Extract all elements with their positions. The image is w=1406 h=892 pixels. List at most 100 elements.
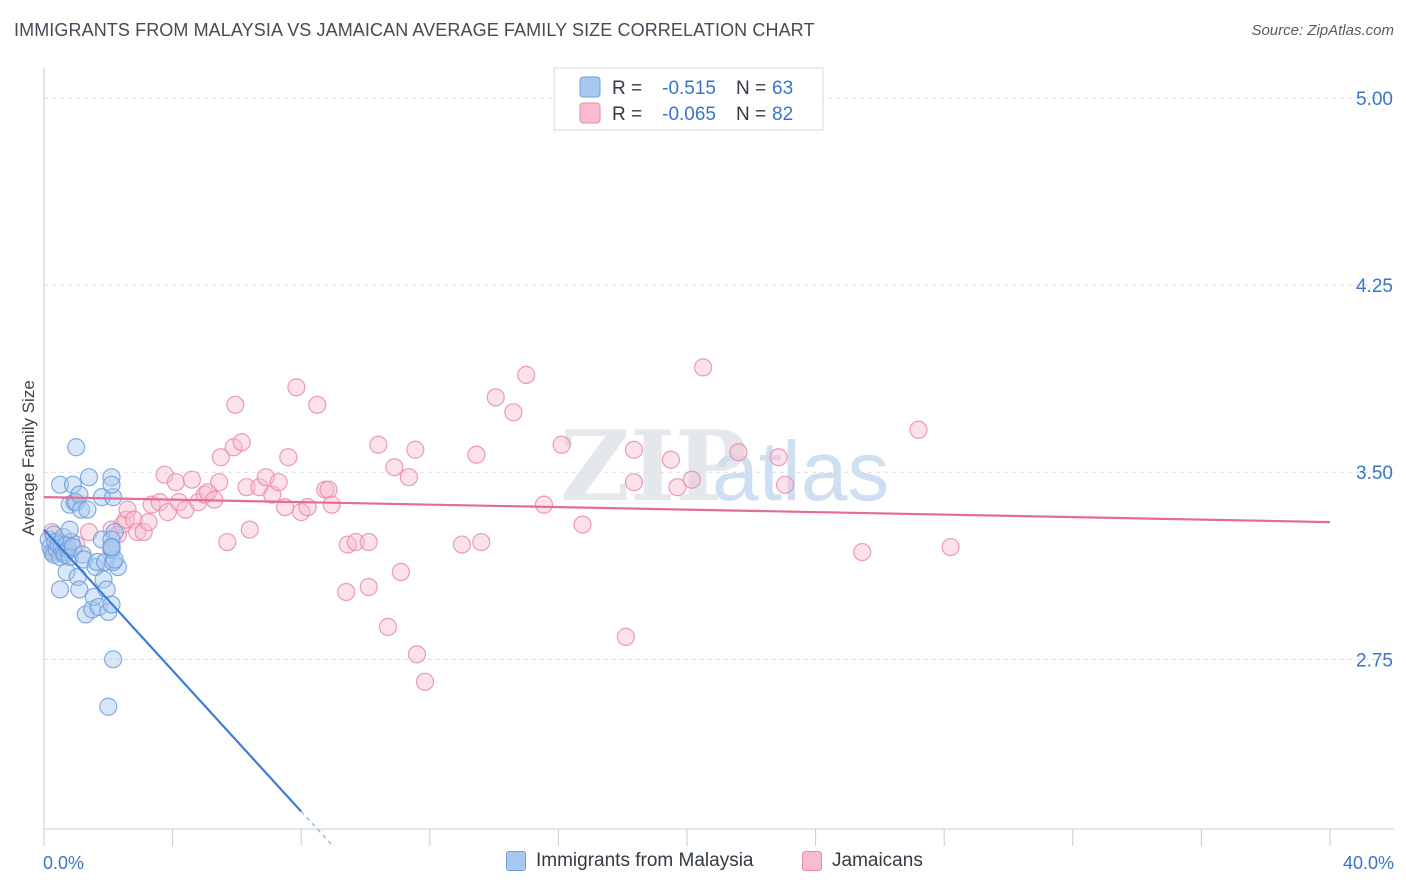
data-point-jamaicans (218, 532, 237, 552)
data-point-jamaicans (517, 365, 536, 384)
data-point-jamaicans (369, 435, 388, 454)
data-point-malaysia (60, 520, 79, 539)
data-point-jamaicans (941, 537, 960, 557)
data-point-malaysia (99, 697, 118, 716)
data-point-jamaicans (472, 532, 491, 552)
legend-swatch-malaysia-bottom (506, 851, 526, 871)
data-point-jamaicans (552, 435, 571, 454)
trend-lines (43, 496, 1331, 847)
data-point-jamaicans (308, 395, 327, 414)
data-point-jamaicans (237, 478, 256, 497)
data-point-malaysia (70, 580, 89, 599)
legend-n-label-1: N = (736, 78, 766, 99)
data-point-jamaicans (359, 532, 378, 552)
source-label: Source: ZipAtlas.com (1251, 22, 1394, 39)
data-point-malaysia (67, 438, 86, 457)
data-point-malaysia (63, 537, 83, 557)
data-point-jamaicans (573, 515, 592, 534)
data-point-jamaicans (616, 627, 636, 646)
data-point-malaysia (79, 468, 99, 487)
data-point-malaysia (50, 580, 70, 599)
data-point-malaysia (102, 530, 121, 549)
chart-title: IMMIGRANTS FROM MALAYSIA VS JAMAICAN AVE… (14, 20, 815, 40)
data-point-jamaicans (322, 495, 341, 514)
data-point-jamaicans (182, 470, 201, 489)
data-point-jamaicans (407, 645, 427, 664)
y-tick-label: 4.25 (1356, 276, 1393, 297)
data-point-jamaicans (682, 470, 701, 489)
data-point-malaysia (78, 500, 97, 519)
data-point-jamaicans (775, 475, 795, 494)
data-point-jamaicans (729, 443, 748, 462)
data-point-jamaicans (452, 535, 472, 554)
data-point-jamaicans (399, 468, 419, 487)
data-point-malaysia (71, 500, 91, 519)
legend-swatch-jamaicans (579, 102, 601, 124)
data-point-jamaicans (385, 458, 404, 477)
legend-swatch-malaysia (579, 76, 601, 98)
malaysia-points (39, 438, 128, 716)
data-point-jamaicans (166, 473, 185, 492)
data-point-malaysia (102, 537, 121, 557)
data-point-jamaicans (624, 440, 644, 459)
data-point-jamaicans (240, 520, 259, 539)
legend-n-value-2: 82 (772, 104, 793, 125)
y-axis-label: Average Family Size (19, 380, 38, 536)
y-tick-labels: 5.00 4.25 3.50 2.75 (1356, 89, 1393, 671)
y-tick-label: 5.00 (1356, 89, 1393, 110)
data-point-jamaicans (118, 500, 137, 519)
data-point-jamaicans (378, 617, 398, 636)
legend-r-label-1: R = (612, 78, 642, 99)
legend-item-malaysia[interactable]: Immigrants from Malaysia (506, 850, 754, 872)
data-point-jamaicans (287, 378, 306, 397)
y-tick-label: 3.50 (1356, 463, 1393, 484)
watermark-atlas: atlas (712, 424, 889, 518)
jamaicans-points (42, 358, 960, 691)
data-point-jamaicans (319, 480, 338, 499)
data-point-jamaicans (504, 403, 523, 422)
data-point-jamaicans (359, 577, 378, 597)
data-point-jamaicans (909, 420, 928, 439)
data-point-jamaicans (486, 388, 505, 407)
trend-line-malaysia (43, 528, 303, 813)
legend-r-value-1: -0.515 (662, 78, 716, 99)
gridlines (44, 97, 1394, 660)
data-point-jamaicans (211, 448, 230, 467)
data-point-jamaicans (134, 522, 153, 542)
data-point-malaysia (94, 570, 113, 589)
data-point-malaysia (102, 468, 121, 487)
data-point-jamaicans (337, 582, 356, 602)
legend-r-label-2: R = (612, 104, 642, 125)
legend-label-malaysia: Immigrants from Malaysia (536, 850, 754, 871)
data-point-jamaicans (139, 513, 158, 532)
data-point-malaysia (50, 475, 70, 494)
data-point-jamaicans (279, 448, 298, 467)
data-point-jamaicans (169, 493, 189, 512)
data-point-jamaicans (693, 358, 713, 377)
data-point-jamaicans (668, 478, 687, 497)
data-point-jamaicans (534, 495, 554, 514)
data-point-jamaicans (195, 485, 214, 504)
data-point-jamaicans (467, 445, 486, 464)
watermark-zip: ZIP (560, 410, 747, 523)
legend-label-jamaicans: Jamaicans (832, 850, 923, 871)
data-point-jamaicans (391, 562, 410, 582)
legend-top: R = -0.515 N = 63 R = -0.065 N = 82 (553, 67, 824, 131)
legend-swatch-jamaicans-bottom (802, 851, 822, 871)
data-point-jamaicans (406, 440, 425, 459)
data-point-jamaicans (769, 448, 788, 467)
data-point-malaysia (57, 562, 76, 582)
axes (43, 68, 1394, 830)
legend-item-jamaicans[interactable]: Jamaicans (802, 850, 923, 872)
data-point-jamaicans (853, 542, 872, 562)
legend-r-value-2: -0.065 (662, 104, 716, 125)
data-point-malaysia (63, 475, 83, 494)
legend-bottom: Immigrants from Malaysia Jamaicans (0, 850, 1406, 880)
x-ticks (43, 829, 1331, 846)
x-tick-label-max: 40.0% (1343, 853, 1394, 873)
data-point-jamaicans (661, 450, 681, 469)
trend-line-jamaicans (43, 496, 1331, 524)
data-point-jamaicans (269, 473, 288, 492)
legend-n-value-1: 63 (772, 78, 793, 99)
